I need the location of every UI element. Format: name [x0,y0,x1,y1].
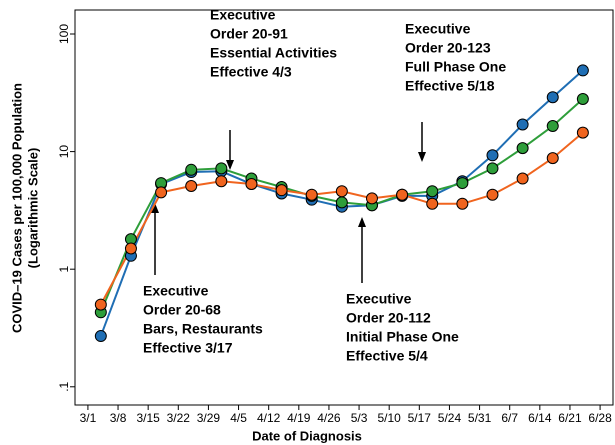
y-axis-title: (Logarithmic Scale) [25,148,40,269]
point [185,179,198,192]
point [456,177,469,190]
x-tick-label: 4/12 [257,411,281,425]
annotation: Effective 5/18 [405,78,495,94]
x-tick-label: 6/14 [528,411,552,425]
x-tick-label: 6/21 [558,411,582,425]
annotation: Executive [346,291,412,307]
point [426,197,439,210]
point [215,175,228,188]
annotation: Order 20-112 [346,310,431,326]
point [94,298,107,311]
annotation: Order 20-68 [143,302,221,318]
x-tick-label: 6/28 [588,411,612,425]
x-tick-label: 4/19 [287,411,311,425]
annotation: Executive [405,21,471,37]
annotation: Executive [143,283,209,299]
annotation: Initial Phase One [346,329,459,345]
x-tick-label: 6/7 [501,411,518,425]
point [456,197,469,210]
point [546,152,559,165]
y-axis-title: COVID–19 Cases per 100,000 Population [9,83,24,333]
point [546,120,559,133]
point [486,188,499,201]
point [576,126,589,139]
point [245,178,258,191]
annotation: Essential Activities [210,45,337,61]
point [305,188,318,201]
point [335,196,348,209]
x-tick-label: 5/24 [438,411,462,425]
point [335,185,348,198]
point [275,184,288,197]
point [546,91,559,104]
point [486,162,499,175]
point [576,64,589,77]
annotation: Bars, Restaurants [143,321,263,337]
point [124,242,137,255]
series-line [99,131,584,306]
point [516,118,529,131]
point [516,172,529,185]
x-tick-label: 3/22 [167,411,191,425]
annotation: Full Phase One [405,59,506,75]
x-tick-label: 5/31 [468,411,492,425]
y-tick-label: 1 [57,266,71,273]
annotation: Effective 5/4 [346,348,428,364]
plot-frame [74,9,614,406]
x-tick-label: 4/26 [317,411,341,425]
x-tick-label: 3/29 [197,411,221,425]
y-tick-label: .1 [57,381,71,391]
x-axis-title: Date of Diagnosis [252,428,362,443]
point [155,186,168,199]
point [426,185,439,198]
x-tick-label: 5/10 [378,411,402,425]
y-tick-label: 10 [57,145,71,159]
point [576,93,589,106]
x-tick-label: 5/3 [351,411,368,425]
x-tick-label: 4/5 [230,411,247,425]
annotation: Executive [210,7,276,23]
point [486,149,499,162]
point [365,192,378,205]
point [185,163,198,176]
point [215,162,228,175]
point [94,330,107,343]
annotation: Order 20-123 [405,40,491,56]
x-tick-label: 3/1 [80,411,97,425]
y-tick-label: 100 [57,24,71,44]
annotation: Effective 3/17 [143,340,233,356]
x-tick-label: 3/15 [136,411,160,425]
point [396,188,409,201]
annotation: Order 20-91 [210,26,288,42]
x-tick-label: 3/8 [110,411,127,425]
annotation: Effective 4/3 [210,64,292,80]
x-tick-label: 5/17 [408,411,432,425]
point [516,142,529,155]
